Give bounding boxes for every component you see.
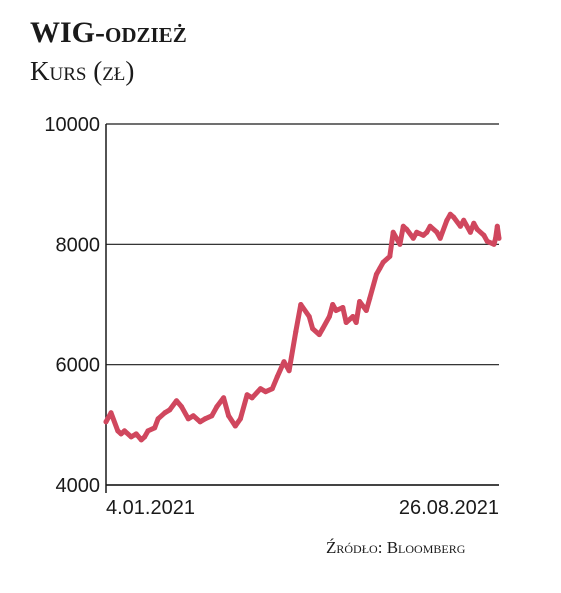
data-point (380, 259, 386, 265)
y-axis-tick-labels: 4000 6000 8000 10000 (44, 114, 100, 497)
data-point (496, 235, 502, 241)
data-point (353, 320, 359, 325)
data-point (133, 431, 139, 437)
data-point (373, 271, 379, 277)
y-tick-label-6000: 6000 (56, 355, 101, 377)
x-tick-label-0: 4.01.2021 (106, 497, 195, 519)
y-tick-label-10000: 10000 (44, 114, 100, 136)
data-point (350, 314, 356, 319)
data-point (467, 229, 473, 235)
data-point (363, 308, 369, 313)
data-point (221, 395, 227, 401)
x-axis-tick-labels: 4.01.2021 26.08.2021 (106, 497, 499, 519)
data-point (162, 410, 168, 416)
data-point (174, 398, 179, 404)
data-point (202, 416, 208, 422)
source-note: Źródło: Bloomberg (326, 538, 466, 557)
y-tick-label-8000: 8000 (56, 234, 101, 256)
data-point (244, 392, 250, 398)
data-point (444, 217, 450, 223)
data-point (414, 229, 420, 235)
data-point (281, 359, 287, 365)
data-point (286, 368, 292, 374)
data-point (179, 404, 185, 410)
data-point (491, 241, 497, 247)
data-point (306, 314, 312, 319)
data-point (122, 428, 127, 434)
data-point (481, 232, 487, 238)
data-point (269, 386, 275, 392)
data-point (333, 308, 339, 313)
data-point (461, 217, 467, 223)
data-point (437, 235, 443, 241)
data-point (390, 229, 396, 235)
data-point (410, 235, 416, 241)
data-point (155, 416, 161, 422)
data-point (357, 299, 363, 304)
data-point (484, 238, 490, 244)
x-tick-label-1: 26.08.2021 (399, 497, 499, 519)
data-point (293, 329, 299, 335)
data-point (451, 214, 457, 220)
data-point (190, 413, 196, 419)
data-point (232, 423, 238, 429)
data-point (226, 413, 232, 419)
data-point (263, 389, 269, 395)
data-point (152, 425, 158, 431)
data-point (108, 410, 114, 416)
data-point (424, 229, 430, 235)
data-point (400, 223, 406, 229)
data-point (185, 416, 191, 422)
data-point (316, 332, 322, 338)
data-point (404, 226, 410, 232)
data-point (330, 302, 336, 307)
data-point (494, 223, 500, 229)
data-point (343, 320, 349, 325)
data-point (115, 428, 121, 434)
data-point (377, 265, 383, 271)
data-point (387, 253, 393, 259)
data-point (138, 437, 144, 443)
data-point (237, 416, 243, 422)
data-point (142, 434, 148, 440)
data-point (197, 419, 203, 425)
data-point (471, 220, 477, 226)
data-point (258, 386, 263, 392)
data-point (103, 419, 109, 425)
data-point (310, 326, 316, 332)
data-point (397, 241, 403, 247)
data-point (128, 434, 134, 440)
chart-title-suffix: -odzież (95, 16, 187, 49)
data-point (298, 302, 304, 307)
data-point (214, 404, 220, 410)
data-point (340, 305, 346, 310)
data-point (447, 211, 453, 217)
data-point (367, 296, 373, 301)
data-point (427, 223, 433, 229)
data-point (420, 232, 426, 238)
data-point (209, 413, 215, 419)
series-line-0 (103, 211, 502, 443)
data-point (145, 428, 151, 434)
chart-title: WIG-odzież (30, 18, 187, 48)
data-point (326, 314, 332, 319)
data-point (434, 229, 440, 235)
chart-subtitle: Kurs (zł) (30, 56, 135, 86)
data-point (167, 407, 173, 413)
y-tick-label-4000: 4000 (56, 475, 101, 497)
series-group (103, 211, 502, 443)
data-point (118, 431, 124, 437)
data-point (320, 326, 326, 332)
data-point (474, 226, 480, 232)
data-point (249, 395, 255, 401)
data-point (274, 374, 280, 380)
data-point (457, 223, 463, 229)
chart-title-main: WIG (30, 16, 96, 49)
